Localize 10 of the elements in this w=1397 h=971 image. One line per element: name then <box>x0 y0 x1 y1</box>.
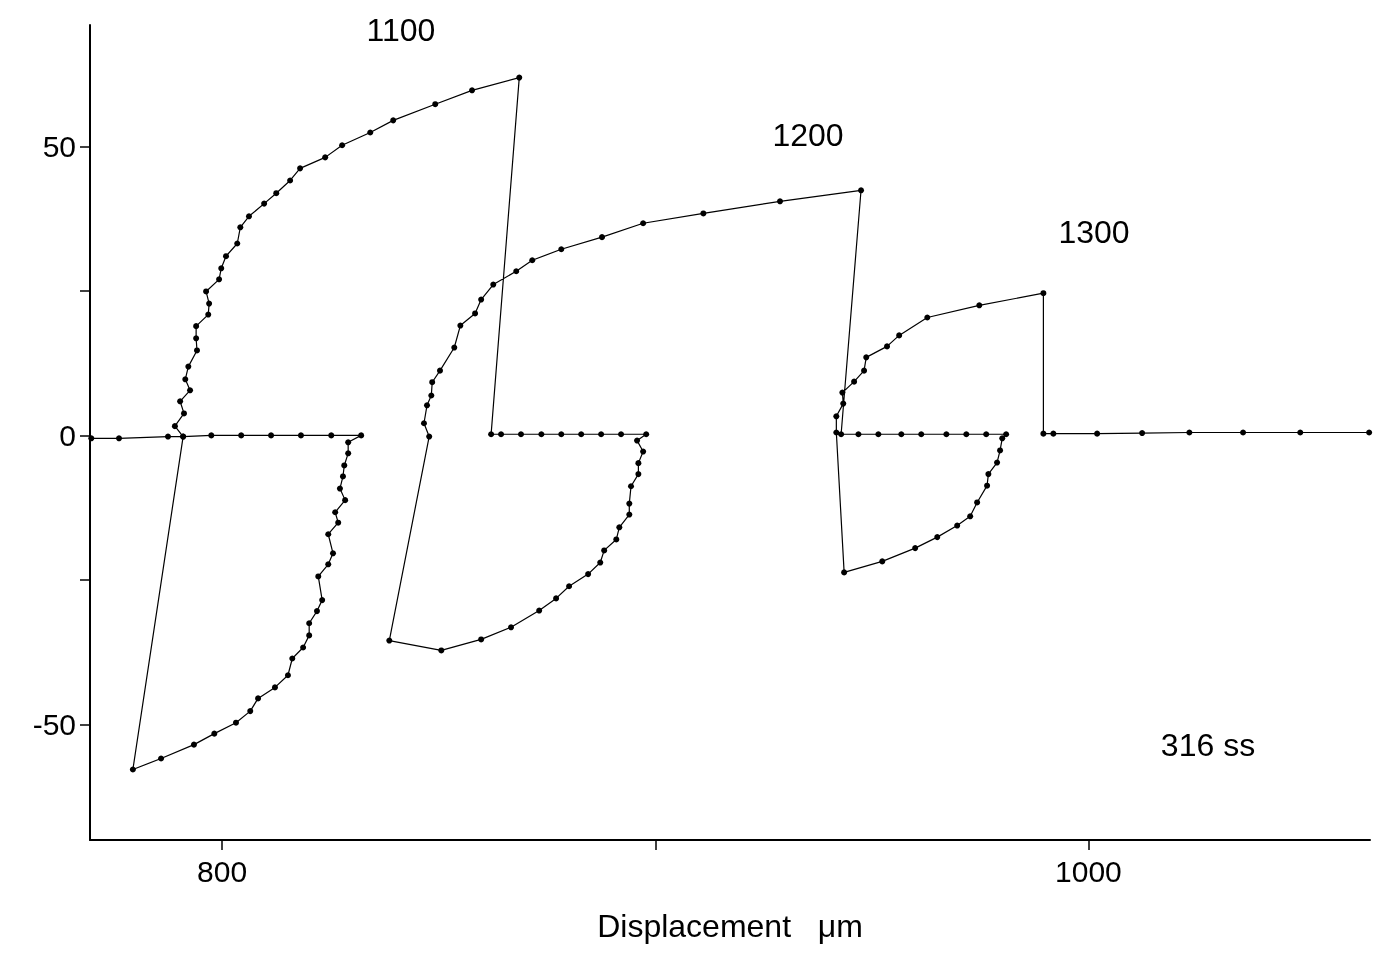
annotation: 1300 <box>1058 214 1130 250</box>
y-tick-label: 50 <box>42 129 76 163</box>
annotation: 1200 <box>772 117 844 153</box>
annotation: 1100 <box>366 12 436 48</box>
x-axis-title: Displacement μm <box>597 908 863 944</box>
annotation: 316 ss <box>1160 727 1256 763</box>
x-tick-label: 800 <box>197 854 248 888</box>
y-tick-label: -50 <box>32 707 76 741</box>
x-tick-label: 1000 <box>1055 854 1122 888</box>
y-tick-label: 0 <box>59 418 76 452</box>
